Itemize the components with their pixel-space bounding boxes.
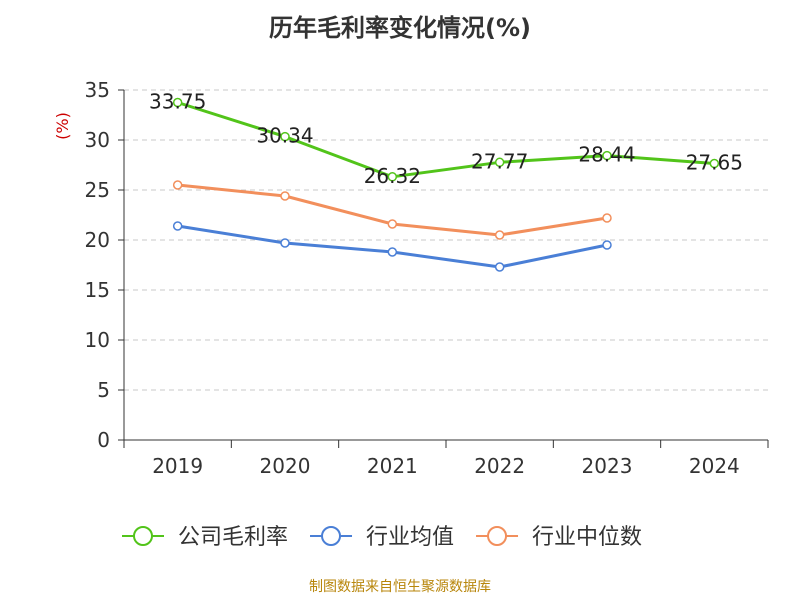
data-point[interactable] (387, 172, 398, 182)
data-label: 27.65 (686, 151, 743, 175)
data-label: 30.34 (256, 124, 313, 148)
legend-marker (487, 526, 508, 546)
data-point[interactable] (387, 247, 398, 257)
data-label: 33.75 (149, 90, 206, 114)
data-point[interactable] (602, 240, 612, 250)
x-tick-label: 2021 (367, 454, 418, 478)
y-tick-label: 35 (85, 78, 110, 102)
y-tick-label: 10 (85, 328, 110, 352)
grid-lines (124, 89, 768, 391)
data-point[interactable] (280, 238, 290, 248)
x-tick-label: 2022 (474, 454, 525, 478)
chart-title: 历年毛利率变化情况(%) (269, 14, 531, 42)
data-point[interactable] (494, 157, 505, 168)
x-tick-label: 2019 (152, 454, 203, 478)
x-tick-label: 2023 (582, 454, 633, 478)
data-point[interactable] (172, 97, 183, 108)
legend-label: 公司毛利率 (178, 525, 288, 550)
data-point[interactable] (602, 150, 612, 161)
data-point[interactable] (494, 262, 505, 272)
legend: 公司毛利率 行业均值 行业中位数 (122, 525, 642, 550)
y-tick-label: 25 (85, 178, 110, 202)
data-point[interactable] (172, 180, 183, 190)
data-label: 27.77 (471, 149, 528, 173)
y-axis-label: (%) (53, 112, 72, 140)
y-tick-label: 30 (85, 128, 110, 152)
legend-label: 行业均值 (366, 525, 454, 550)
legend-marker (133, 526, 153, 546)
legend-item[interactable]: 行业中位数 (476, 525, 642, 550)
legend-item[interactable]: 公司毛利率 (122, 525, 288, 550)
series-line (177, 101, 715, 179)
legend-item[interactable]: 行业均值 (310, 525, 454, 550)
data-point[interactable] (280, 191, 290, 201)
y-tick-label: 0 (97, 428, 110, 452)
y-tick-label: 20 (85, 228, 110, 252)
data-point[interactable] (709, 158, 720, 169)
data-label: 28.44 (578, 143, 635, 167)
series-lines (172, 97, 720, 272)
data-labels: 33.75 30.34 26.32 27.77 28.44 27.65 (149, 90, 743, 188)
data-point[interactable] (172, 221, 183, 231)
data-point[interactable] (494, 230, 505, 240)
source-note: 制图数据来自恒生聚源数据库 (309, 579, 491, 595)
data-label: 26.32 (364, 164, 421, 188)
x-tick-label: 2024 (689, 454, 740, 478)
y-tick-label: 5 (97, 378, 110, 402)
data-point[interactable] (602, 213, 612, 223)
x-tick-label: 2020 (260, 454, 311, 478)
legend-marker (321, 526, 342, 546)
data-point[interactable] (280, 131, 290, 142)
axes: 0 5 10 15 20 25 30 35 (%) 2019 2020 2021 2022 2023 202… (53, 78, 769, 478)
data-point[interactable] (387, 219, 398, 229)
legend-label: 行业中位数 (532, 525, 642, 550)
y-tick-label: 15 (85, 278, 110, 302)
series-line (177, 224, 608, 269)
